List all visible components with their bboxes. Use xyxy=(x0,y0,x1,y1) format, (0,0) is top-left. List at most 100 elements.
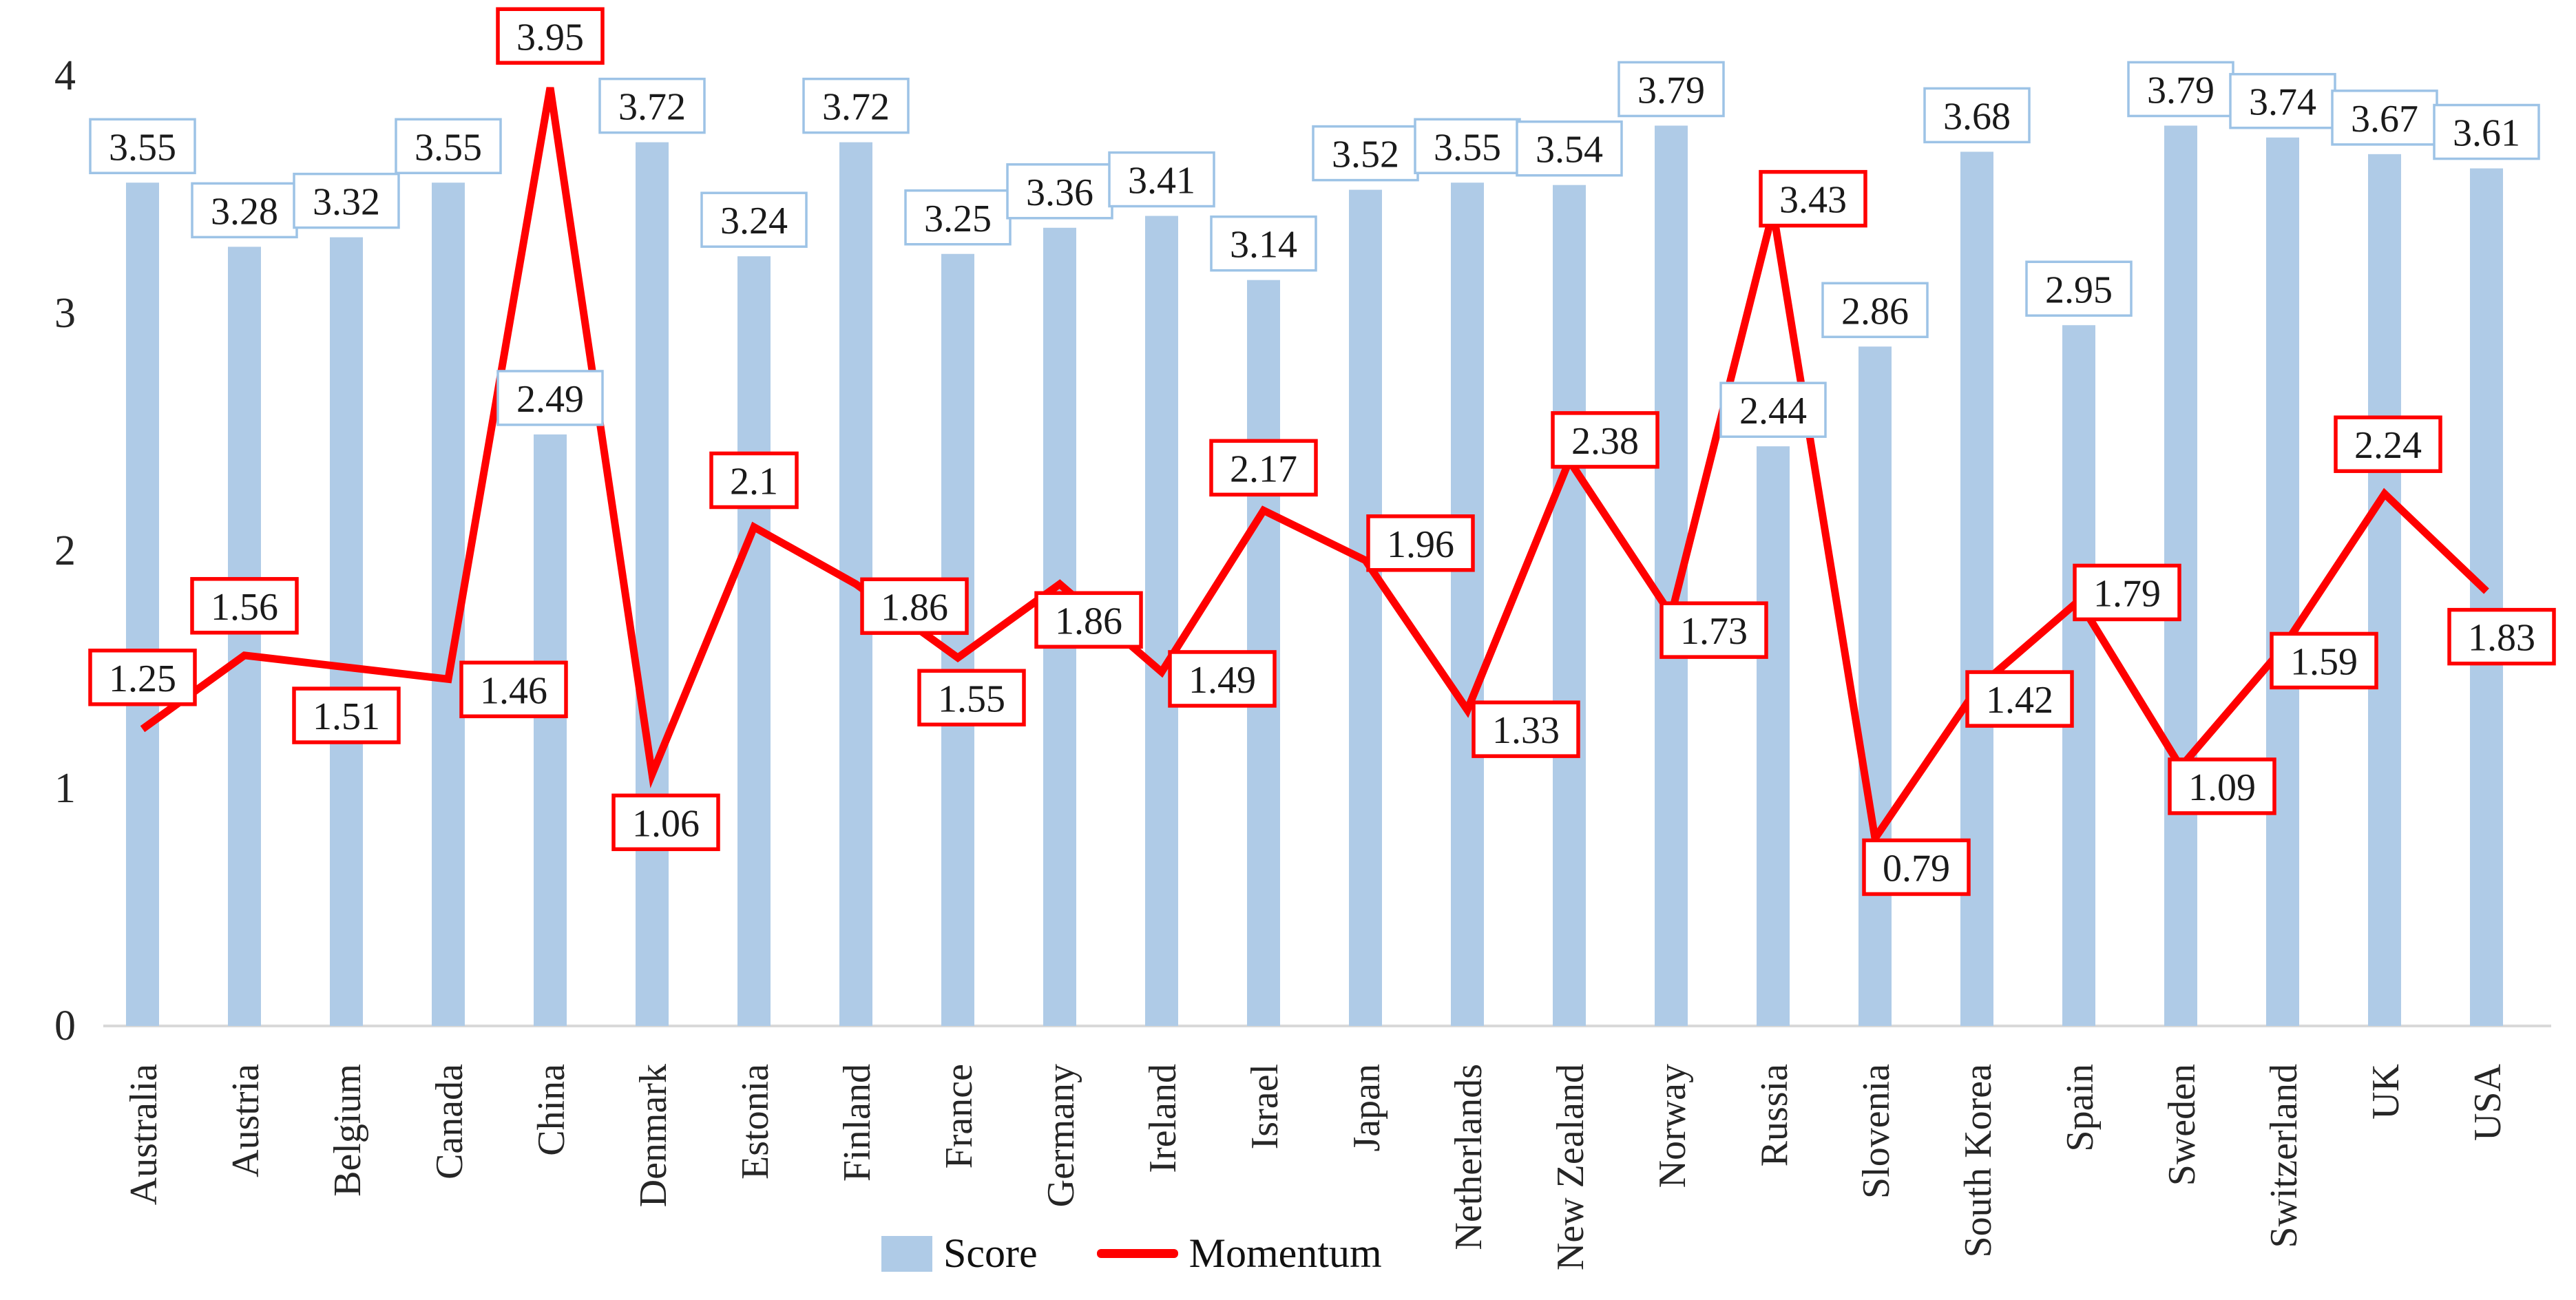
x-label-new-zealand: New Zealand xyxy=(1549,1064,1592,1270)
score-bar-uk xyxy=(2368,154,2401,1027)
score-bar-netherlands xyxy=(1451,182,1484,1026)
score-label-norway-box xyxy=(1617,61,1725,118)
y-tick-3: 3 xyxy=(54,290,76,337)
momentum-label-australia-text: 1.25 xyxy=(109,658,176,700)
x-label-canada: Canada xyxy=(428,1064,471,1180)
momentum-label-usa-text: 1.83 xyxy=(2468,617,2535,660)
x-label-norway: Norway xyxy=(1651,1064,1694,1188)
momentum-label-china-box xyxy=(496,7,605,65)
score-bar-slovenia xyxy=(1858,346,1892,1026)
y-tick-4: 4 xyxy=(54,52,76,99)
momentum-label-sweden-box xyxy=(2168,757,2276,815)
score-bar-russia xyxy=(1757,446,1790,1026)
x-label-denmark: Denmark xyxy=(632,1064,675,1207)
momentum-label-new-zealand-box xyxy=(1551,411,1659,469)
momentum-label-denmark-box xyxy=(611,793,720,852)
momentum-label-uk-box xyxy=(2334,415,2442,473)
score-bar-austria xyxy=(228,247,261,1026)
x-label-russia: Russia xyxy=(1753,1064,1796,1166)
x-label-south-korea: South Korea xyxy=(1957,1064,2000,1258)
score-label-australia-box xyxy=(89,118,196,174)
momentum-line xyxy=(140,87,2489,848)
score-bar-denmark xyxy=(636,142,669,1027)
score-label-france-text: 3.25 xyxy=(924,198,992,240)
x-label-slovenia: Slovenia xyxy=(1855,1064,1898,1199)
score-label-denmark-text: 3.72 xyxy=(618,86,686,129)
score-label-usa-text: 3.61 xyxy=(2453,112,2520,155)
x-label-usa: USA xyxy=(2467,1063,2509,1141)
legend-item-momentum: Momentum xyxy=(1096,1230,1382,1277)
score-bar-usa xyxy=(2470,168,2503,1026)
score-label-australia-text: 3.55 xyxy=(109,126,176,169)
score-label-uk-text: 3.67 xyxy=(2351,98,2418,140)
momentum-label-ireland-text: 1.49 xyxy=(1188,659,1256,702)
chart-legend: Score Momentum xyxy=(881,1230,1382,1277)
score-label-china-box xyxy=(496,370,604,426)
momentum-label-germany-box xyxy=(1034,591,1143,649)
score-label-usa-box xyxy=(2433,103,2540,160)
y-tick-1: 1 xyxy=(54,765,76,812)
score-label-japan-text: 3.52 xyxy=(1332,134,1399,176)
momentum-label-spain-text: 1.79 xyxy=(2093,572,2161,615)
x-label-israel: Israel xyxy=(1244,1064,1286,1149)
score-label-belgium-text: 3.32 xyxy=(313,181,380,224)
score-bar-france xyxy=(941,253,974,1026)
score-label-germany-box xyxy=(1006,163,1113,220)
legend-item-score: Score xyxy=(881,1230,1038,1277)
score-label-china-text: 2.49 xyxy=(516,378,584,421)
score-bar-japan xyxy=(1349,189,1382,1027)
momentum-label-australia-box xyxy=(88,649,197,706)
momentum-label-belgium-text: 1.51 xyxy=(313,695,380,738)
momentum-label-austria-box xyxy=(190,577,299,635)
score-label-israel-text: 3.14 xyxy=(1230,224,1297,266)
score-bar-australia xyxy=(126,182,159,1026)
momentum-label-switzerland-box xyxy=(2270,631,2378,690)
score-label-austria-box xyxy=(191,182,298,239)
score-label-estonia-box xyxy=(700,191,808,248)
momentum-label-ireland-box xyxy=(1168,650,1277,708)
score-label-south-korea-text: 3.68 xyxy=(1943,95,2011,138)
momentum-label-usa-box xyxy=(2447,607,2556,666)
momentum-label-netherlands-box xyxy=(1472,700,1580,758)
x-label-spain: Spain xyxy=(2059,1064,2102,1152)
score-label-switzerland-text: 3.74 xyxy=(2249,81,2316,124)
momentum-label-austria-text: 1.56 xyxy=(211,586,278,629)
score-label-switzerland-box xyxy=(2229,72,2336,129)
score-label-netherlands-box xyxy=(1414,118,1521,174)
y-tick-2: 2 xyxy=(54,527,76,574)
momentum-label-new-zealand-text: 2.38 xyxy=(1571,420,1639,463)
momentum-label-china-text: 3.95 xyxy=(516,16,584,59)
score-label-new-zealand-text: 3.54 xyxy=(1536,129,1603,171)
x-label-sweden: Sweden xyxy=(2161,1064,2203,1186)
score-swatch-icon xyxy=(881,1235,932,1272)
momentum-label-sweden-text: 1.09 xyxy=(2188,766,2256,809)
score-label-spain-text: 2.95 xyxy=(2045,269,2113,311)
score-label-ireland-text: 3.41 xyxy=(1128,160,1195,202)
momentum-label-norway-text: 1.73 xyxy=(1680,610,1748,653)
x-label-austria: Austria xyxy=(224,1064,267,1177)
momentum-label-france-text: 1.55 xyxy=(938,678,1005,720)
momentum-label-japan-box xyxy=(1366,514,1475,572)
x-label-france: France xyxy=(938,1064,981,1168)
score-label-canada-box xyxy=(395,118,502,174)
momentum-label-estonia-box xyxy=(709,451,799,510)
momentum-label-france-box xyxy=(917,669,1026,726)
x-label-germany: Germany xyxy=(1040,1064,1082,1207)
score-label-belgium-box xyxy=(293,172,400,229)
score-label-netherlands-text: 3.55 xyxy=(1434,126,1501,169)
x-label-finland: Finland xyxy=(836,1064,879,1182)
score-label-israel-box xyxy=(1210,215,1317,272)
momentum-line-icon xyxy=(1096,1249,1178,1258)
score-bar-belgium xyxy=(330,237,363,1027)
score-label-germany-text: 3.36 xyxy=(1026,171,1093,214)
score-label-slovenia-text: 2.86 xyxy=(1841,290,1909,333)
momentum-label-slovenia-text: 0.79 xyxy=(1883,847,1950,890)
momentum-label-finland-box xyxy=(860,577,969,636)
score-bar-ireland xyxy=(1145,216,1178,1026)
x-label-uk: UK xyxy=(2365,1064,2407,1120)
momentum-label-switzerland-text: 1.59 xyxy=(2290,640,2358,683)
momentum-label-israel-text: 2.17 xyxy=(1230,448,1297,490)
momentum-label-belgium-box xyxy=(292,686,401,744)
x-label-australia: Australia xyxy=(123,1064,165,1205)
